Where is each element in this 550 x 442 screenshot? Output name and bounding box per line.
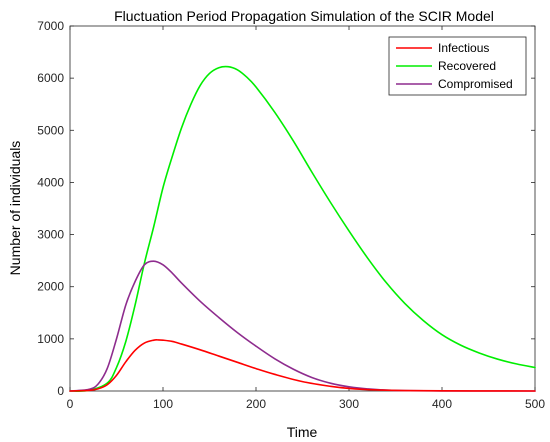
y-tick-label: 3000 <box>37 228 64 242</box>
y-tick-label: 6000 <box>37 71 64 85</box>
y-tick-label: 7000 <box>37 19 64 33</box>
x-axis-ticks: 0 100 200 300 400 500 <box>67 26 545 411</box>
y-tick-label: 2000 <box>37 280 64 294</box>
x-tick-label: 100 <box>153 397 173 411</box>
series-line-recovered <box>69 65 536 392</box>
y-axis-ticks: 0 1000 2000 3000 4000 5000 6000 7000 <box>37 19 535 398</box>
x-tick-label: 0 <box>67 397 74 411</box>
y-tick-label: 0 <box>57 384 64 398</box>
x-axis-label: Time <box>287 424 318 440</box>
series-line-infectious <box>69 339 536 392</box>
legend: Infectious Recovered Compromised <box>388 36 527 96</box>
y-tick-label: 4000 <box>37 175 64 189</box>
chart-title: Fluctuation Period Propagation Simulatio… <box>114 8 494 24</box>
y-tick-label: 5000 <box>37 123 64 137</box>
legend-label-recovered: Recovered <box>438 59 496 73</box>
y-tick-label: 1000 <box>37 332 64 346</box>
series-lines <box>69 65 536 392</box>
legend-label-compromised: Compromised <box>438 77 513 91</box>
x-tick-label: 500 <box>525 397 545 411</box>
legend-label-infectious: Infectious <box>438 41 489 55</box>
x-tick-label: 400 <box>432 397 452 411</box>
y-axis-label: Number of individuals <box>7 141 23 276</box>
x-tick-label: 300 <box>339 397 359 411</box>
x-tick-label: 200 <box>246 397 266 411</box>
